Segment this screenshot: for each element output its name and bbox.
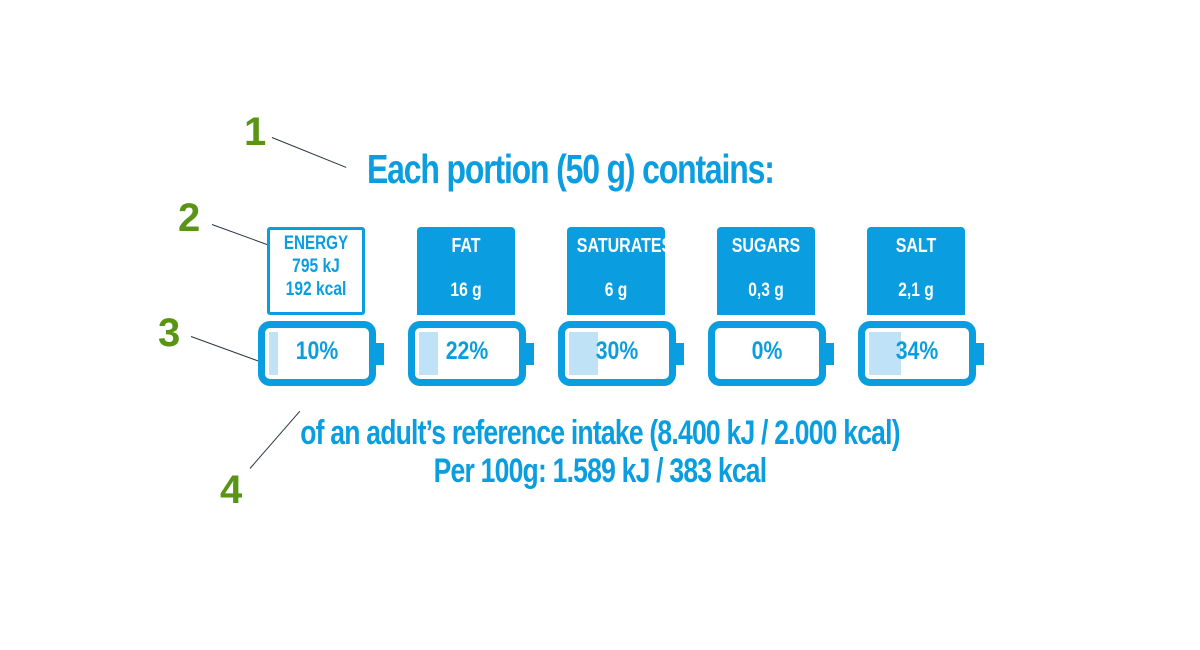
battery-fill [869,332,901,375]
battery-tip [376,343,384,365]
nutrient-card-sugars: SUGARS 0,3 g [717,227,815,315]
nutrient-label: FAT [451,235,481,257]
callout-marker-1: 1 [244,110,267,154]
leader-line-3 [190,336,261,363]
percent-value: 30% [595,337,639,365]
nutrient-label: SATURATES [576,235,673,257]
nutrient-value: 16 g [450,280,482,301]
per-100g-text: Per 100g: 1.589 kJ / 383 kcal [433,452,768,490]
percent-value: 10% [295,337,339,365]
battery-saturates: 30% [558,321,684,386]
nutrient-label: SALT [895,235,937,257]
nutrient-value-kj: 795 kJ [292,256,340,277]
battery-fill [419,332,438,375]
battery-fat: 22% [408,321,534,386]
nutrient-value: 0,3 g [748,280,784,301]
battery-energy: 10% [258,321,384,386]
battery-tip [526,343,534,365]
battery-tip [676,343,684,365]
callout-marker-4: 4 [220,468,243,512]
nutrient-label: SUGARS [731,235,801,257]
leader-line-1 [271,137,347,168]
nutrient-card-energy: ENERGY 795 kJ 192 kcal [267,227,365,315]
callout-marker-3: 3 [158,311,181,355]
battery-fill [269,332,278,375]
battery-tip [976,343,984,365]
nutrient-card-salt: SALT 2,1 g [867,227,965,315]
nutrient-label: ENERGY [283,233,349,254]
nutrient-value: 2,1 g [898,280,934,301]
nutrient-value: 6 g [604,280,628,301]
percent-value: 22% [445,337,489,365]
callout-marker-2: 2 [178,196,201,240]
percent-value: 0% [751,337,783,365]
battery-fill [569,332,598,375]
battery-salt: 34% [858,321,984,386]
nutrient-value-kcal: 192 kcal [285,279,347,300]
reference-intake-text: of an adult’s reference intake (8.400 kJ… [300,414,900,452]
nutrient-card-fat: FAT 16 g [417,227,515,315]
label-title: Each portion (50 g) contains: [367,146,775,192]
battery-sugars: 0% [708,321,834,386]
percent-value: 34% [895,337,939,365]
battery-tip [826,343,834,365]
nutrient-card-saturates: SATURATES 6 g [567,227,673,315]
